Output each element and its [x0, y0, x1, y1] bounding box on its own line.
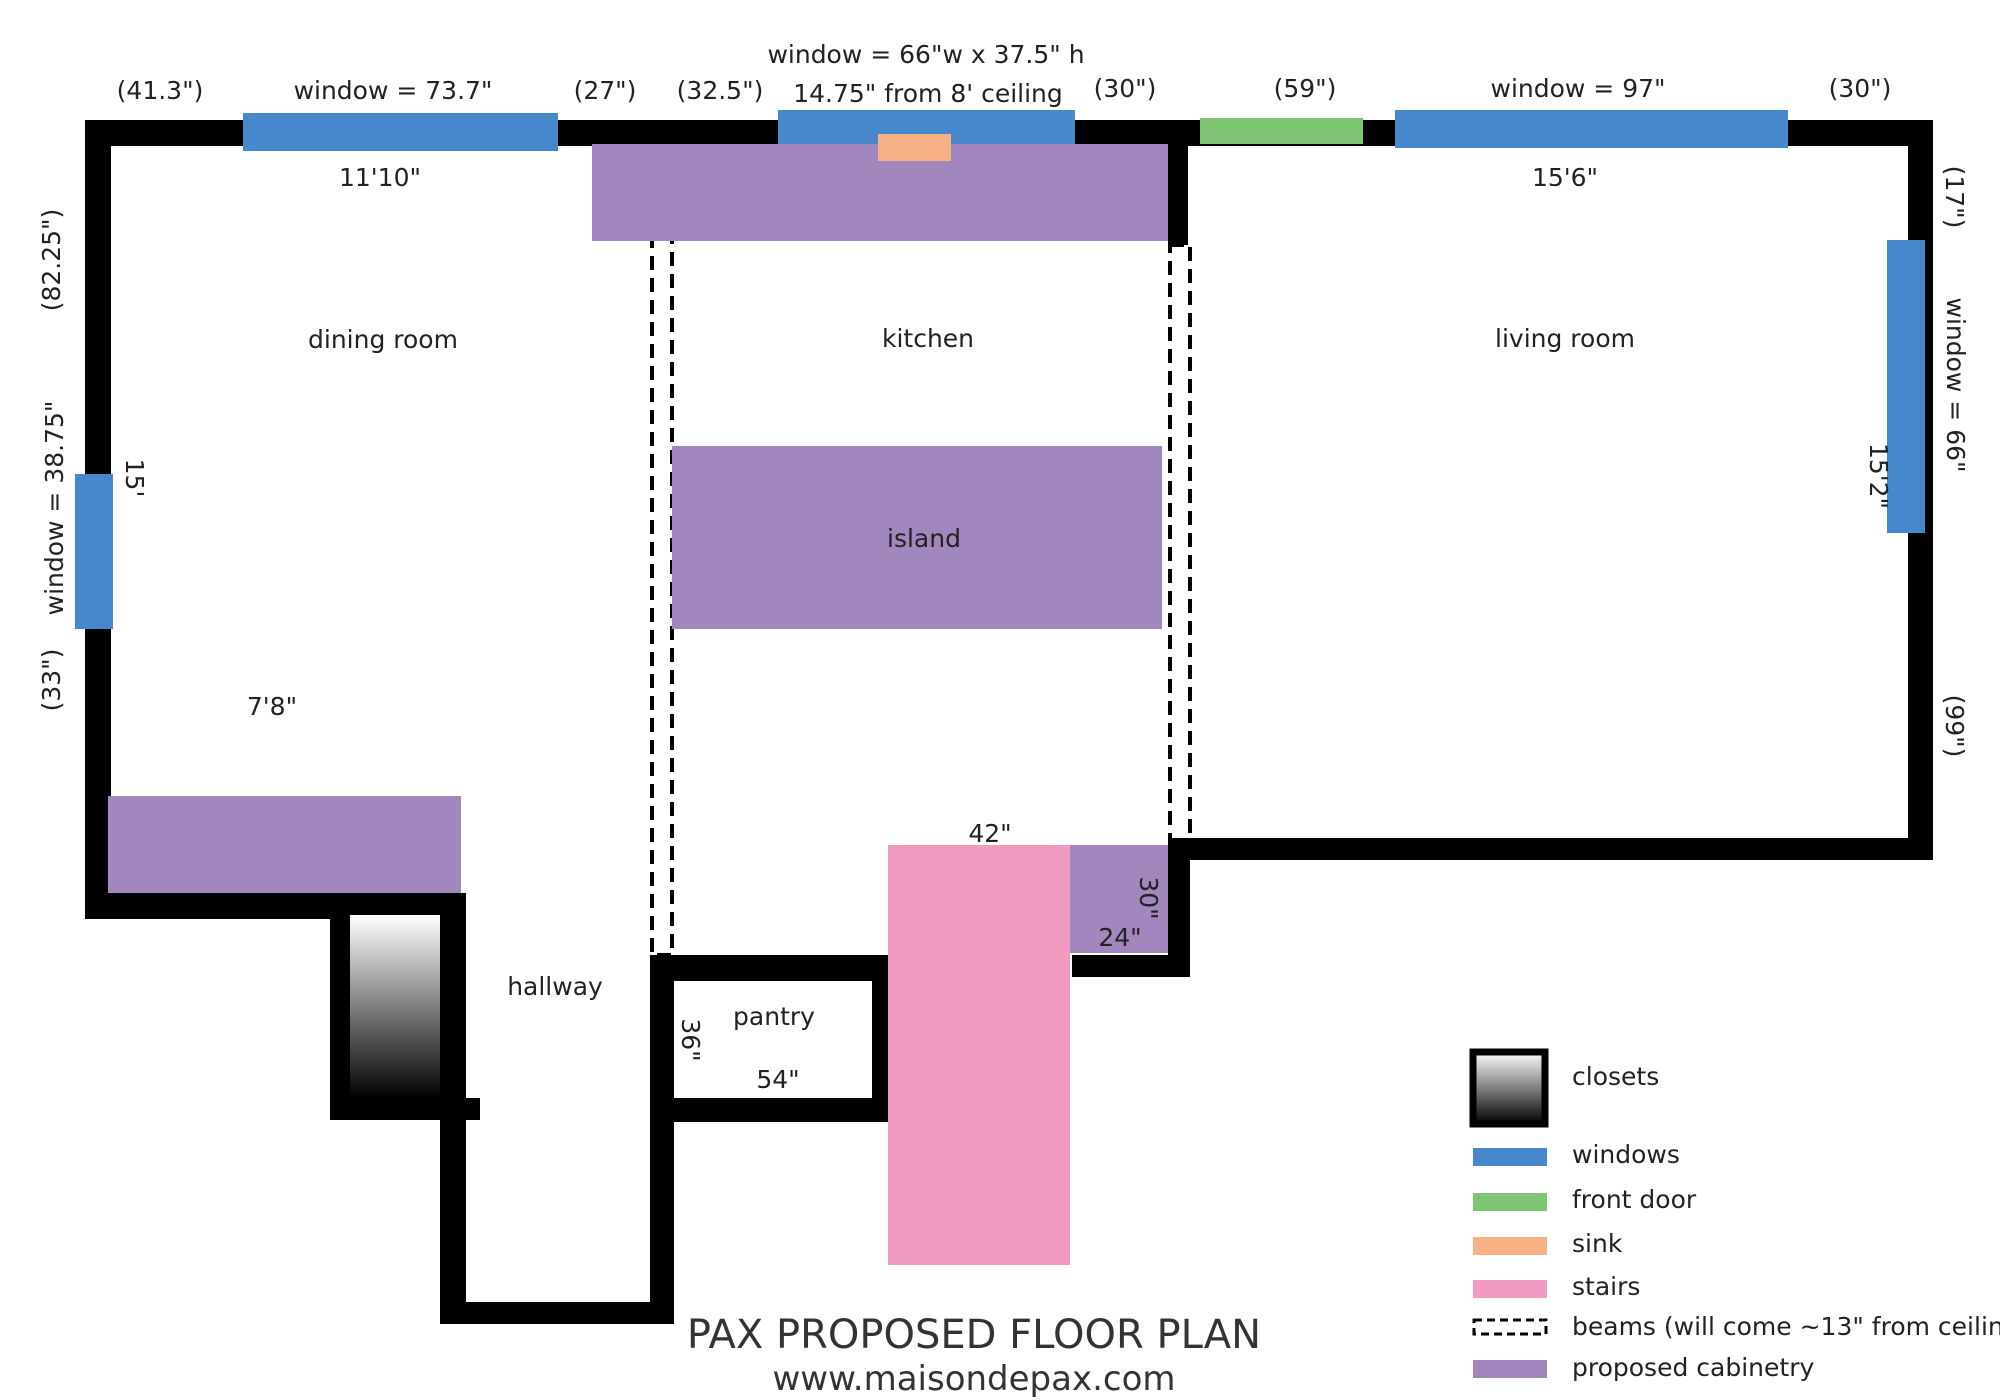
- pantry-bottom-wall: [650, 1098, 895, 1122]
- legend-label-beams: beams (will come ~13" from ceiling): [1572, 1312, 2000, 1341]
- windows: [75, 110, 1925, 629]
- dim-living-depth: 15'2": [1864, 443, 1893, 509]
- stairs: [888, 845, 1070, 1265]
- room-label-hallway: hallway: [507, 972, 603, 1001]
- legend-label-cabinetry: proposed cabinetry: [1572, 1353, 1814, 1382]
- legend-label-stairs: stairs: [1572, 1272, 1640, 1301]
- legend-swatch-windows: [1473, 1148, 1547, 1166]
- dim-pantry-36: 36": [676, 1018, 705, 1061]
- kitchen-cabinet-bottom-wall: [1072, 955, 1190, 977]
- dim-top-27: (27"): [574, 76, 637, 105]
- cabinetry: [108, 144, 1168, 953]
- dim-pantry-54: 54": [756, 1065, 799, 1094]
- legend-swatch-stairs: [1473, 1280, 1547, 1298]
- corner-cabinet: [1070, 845, 1168, 953]
- dining-cabinets: [108, 796, 461, 893]
- dim-stairs-42: 42": [968, 819, 1011, 848]
- front-door: [1200, 118, 1363, 144]
- hallway-bottom-wall: [440, 1302, 674, 1324]
- dim-kitchen-window-line2: 14.75" from 8' ceiling: [793, 79, 1063, 108]
- dim-cab-30: 30": [1134, 876, 1163, 919]
- dim-top-30-right: (30"): [1829, 74, 1892, 103]
- dim-dining-width: 11'10": [339, 163, 421, 192]
- dim-top-41-3: (41.3"): [117, 76, 204, 105]
- hallway-right-wall: [650, 955, 674, 1324]
- dim-right-99: (99"): [1940, 695, 1969, 758]
- dim-top-59: (59"): [1274, 74, 1337, 103]
- dim-dining-7-8: 7'8": [247, 692, 297, 721]
- pantry-top-wall: [650, 955, 895, 981]
- divider-wall-stub: [1168, 120, 1188, 245]
- beam-left: [650, 138, 674, 957]
- window-dining-left: [75, 474, 113, 629]
- dim-top-32-5: (32.5"): [677, 76, 764, 105]
- room-label-dining: dining room: [308, 325, 458, 354]
- legend-swatch-closets: [1469, 1048, 1549, 1128]
- legend-swatch-sink: [1473, 1237, 1547, 1255]
- dim-right-window-66: window = 66": [1941, 298, 1970, 473]
- dim-top-30-left: (30"): [1094, 74, 1157, 103]
- dim-top-window-97: window = 97": [1491, 74, 1666, 103]
- legend: closets windows front door sink stairs b…: [1469, 1048, 2000, 1382]
- dim-dining-depth: 15': [120, 459, 149, 498]
- legend-swatch-beams: [1472, 1318, 1548, 1336]
- dim-kitchen-window-line1: window = 66"w x 37.5" h: [767, 40, 1084, 69]
- legend-swatch-front-door: [1473, 1193, 1547, 1211]
- sink: [878, 134, 951, 161]
- legend-label-closets: closets: [1572, 1062, 1659, 1091]
- window-dining-top: [243, 113, 558, 151]
- living-bottom-wall: [1168, 838, 1933, 860]
- plan-url: www.maisondepax.com: [772, 1359, 1175, 1399]
- dim-left-window-38-75: window = 38.75": [40, 401, 69, 616]
- room-label-living: living room: [1495, 324, 1635, 353]
- dim-left-82-25: (82.25"): [37, 209, 66, 312]
- legend-swatch-cabinetry: [1473, 1360, 1547, 1378]
- dining-bottom-wall: [85, 893, 465, 919]
- closet: [350, 915, 440, 1098]
- dim-cab-24: 24": [1098, 923, 1141, 952]
- kitchen-right-lower-wall: [1168, 845, 1190, 977]
- legend-label-front-door: front door: [1572, 1185, 1697, 1214]
- room-label-island: island: [887, 524, 961, 553]
- window-living-top: [1395, 110, 1788, 148]
- dim-top-window-73-7: window = 73.7": [294, 76, 493, 105]
- plan-title: PAX PROPOSED FLOOR PLAN: [687, 1312, 1261, 1358]
- beam-right: [1168, 243, 1192, 847]
- closet-left-wall: [330, 893, 350, 1118]
- room-label-pantry: pantry: [733, 1002, 815, 1031]
- island: [672, 446, 1162, 629]
- dim-right-17: (17"): [1940, 166, 1969, 229]
- dim-left-33: (33"): [37, 649, 66, 712]
- window-living-right: [1887, 240, 1925, 533]
- legend-label-sink: sink: [1572, 1229, 1623, 1258]
- dim-living-width: 15'6": [1532, 163, 1598, 192]
- room-label-kitchen: kitchen: [882, 324, 974, 353]
- legend-label-windows: windows: [1572, 1140, 1680, 1169]
- hallway-left-wall: [440, 893, 466, 1323]
